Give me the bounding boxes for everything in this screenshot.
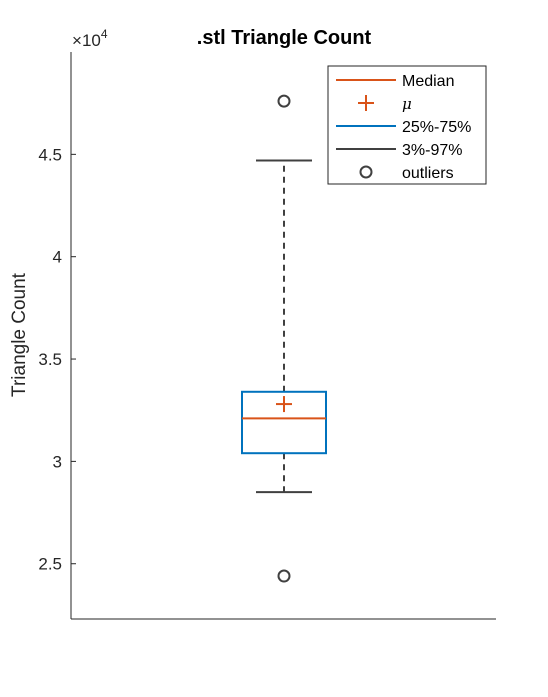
y-tick-label: 4 xyxy=(53,248,62,267)
legend-label: Median xyxy=(402,73,454,90)
legend-label: μ xyxy=(402,95,412,113)
legend-label: 25%-75% xyxy=(402,119,471,136)
box-plot xyxy=(242,96,326,582)
outlier-point xyxy=(279,96,290,107)
mean-marker xyxy=(276,396,292,412)
exponent-base: 10 xyxy=(82,31,101,50)
legend-label: 3%-97% xyxy=(402,142,462,159)
chart-title: .stl Triangle Count xyxy=(197,27,372,49)
y-tick-label: 4.5 xyxy=(38,145,62,164)
legend: Median μ 25%-75% 3%-97% outliers xyxy=(328,66,486,184)
legend-label: outliers xyxy=(402,165,454,182)
y-exponent-label: ×104 xyxy=(72,27,108,50)
y-ticks: 2.5 3 3.5 4 4.5 xyxy=(38,145,76,573)
y-tick-label: 3 xyxy=(53,452,62,471)
outlier-point xyxy=(279,571,290,582)
y-axis-label: Triangle Count xyxy=(9,272,30,397)
exponent-times: × xyxy=(72,31,82,50)
svg-text:×104: ×104 xyxy=(72,27,108,50)
y-tick-label: 2.5 xyxy=(38,555,62,574)
y-tick-label: 3.5 xyxy=(38,350,62,369)
exponent-power: 4 xyxy=(101,27,108,41)
